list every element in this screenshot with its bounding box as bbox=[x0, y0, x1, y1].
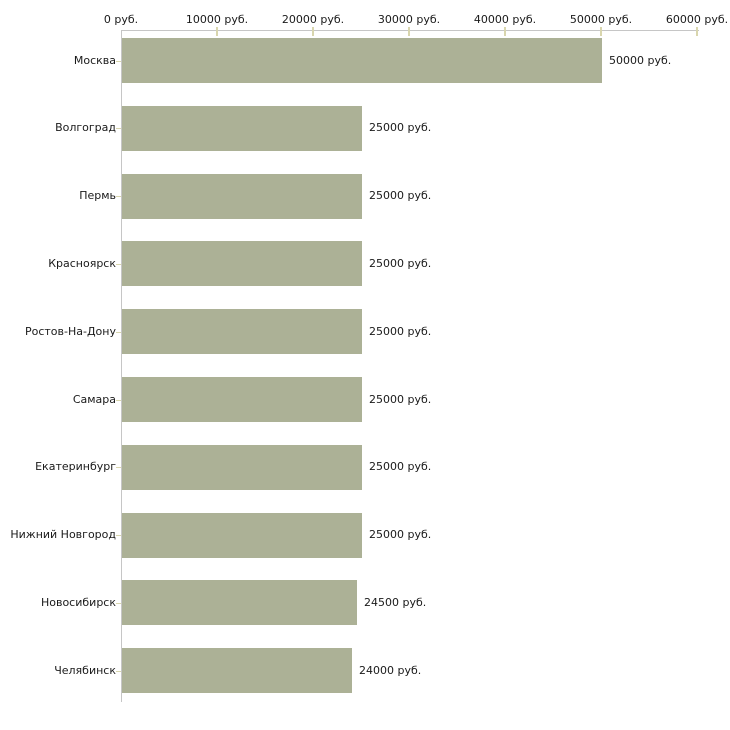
category-label: Новосибирск bbox=[40, 596, 116, 609]
y-axis-line bbox=[121, 30, 122, 702]
category-label: Екатеринбург bbox=[35, 460, 116, 473]
bar bbox=[122, 580, 357, 625]
category-tick-mark bbox=[116, 603, 121, 604]
x-tick-label: 40000 руб. bbox=[473, 13, 537, 26]
value-label: 24500 руб. bbox=[364, 596, 427, 609]
bar bbox=[122, 648, 352, 693]
category-label: Красноярск bbox=[48, 257, 116, 270]
category-tick-mark bbox=[116, 196, 121, 197]
category-tick-mark bbox=[116, 264, 121, 265]
x-axis-line bbox=[121, 30, 699, 31]
category-label: Нижний Новгород bbox=[10, 528, 116, 541]
value-label: 24000 руб. bbox=[359, 664, 422, 677]
category-label: Самара bbox=[72, 393, 116, 406]
value-label: 50000 руб. bbox=[609, 54, 672, 67]
x-tick-mark bbox=[504, 27, 506, 36]
category-tick-mark bbox=[116, 671, 121, 672]
x-tick-label: 20000 руб. bbox=[281, 13, 345, 26]
value-label: 25000 руб. bbox=[369, 393, 432, 406]
bar bbox=[122, 106, 362, 151]
category-label: Челябинск bbox=[54, 664, 116, 677]
bar bbox=[122, 241, 362, 286]
bar bbox=[122, 377, 362, 422]
x-tick-mark bbox=[312, 27, 314, 36]
x-tick-label: 30000 руб. bbox=[377, 13, 441, 26]
x-tick-mark bbox=[600, 27, 602, 36]
bar bbox=[122, 513, 362, 558]
category-tick-mark bbox=[116, 61, 121, 62]
value-label: 25000 руб. bbox=[369, 325, 432, 338]
value-label: 25000 руб. bbox=[369, 121, 432, 134]
category-tick-mark bbox=[116, 332, 121, 333]
bar bbox=[122, 445, 362, 490]
value-label: 25000 руб. bbox=[369, 257, 432, 270]
x-tick-mark bbox=[696, 27, 698, 36]
category-label: Волгоград bbox=[55, 121, 116, 134]
x-tick-label: 50000 руб. bbox=[569, 13, 633, 26]
bar bbox=[122, 38, 602, 83]
x-tick-label: 0 руб. bbox=[103, 13, 139, 26]
x-tick-label: 60000 руб. bbox=[665, 13, 729, 26]
x-tick-label: 10000 руб. bbox=[185, 13, 249, 26]
bar bbox=[122, 174, 362, 219]
category-label: Москва bbox=[73, 54, 116, 67]
bar bbox=[122, 309, 362, 354]
x-tick-mark bbox=[216, 27, 218, 36]
category-tick-mark bbox=[116, 467, 121, 468]
category-label: Пермь bbox=[79, 189, 116, 202]
value-label: 25000 руб. bbox=[369, 189, 432, 202]
value-label: 25000 руб. bbox=[369, 528, 432, 541]
x-tick-mark bbox=[408, 27, 410, 36]
value-label: 25000 руб. bbox=[369, 460, 432, 473]
category-label: Ростов-На-Дону bbox=[24, 325, 116, 338]
category-tick-mark bbox=[116, 128, 121, 129]
category-tick-mark bbox=[116, 535, 121, 536]
category-tick-mark bbox=[116, 400, 121, 401]
